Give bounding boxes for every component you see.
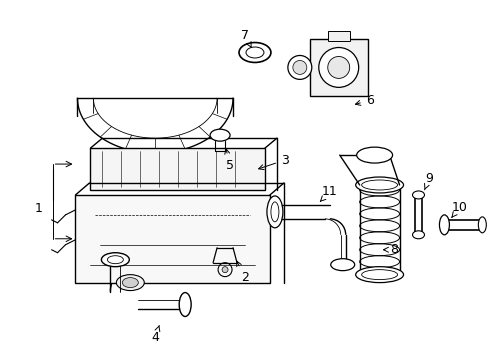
Ellipse shape [477,217,486,233]
Text: 5: 5 [224,149,234,172]
Ellipse shape [355,177,403,193]
Ellipse shape [412,191,424,199]
Ellipse shape [222,267,227,273]
Ellipse shape [318,48,358,87]
Ellipse shape [355,267,403,283]
Ellipse shape [412,231,424,239]
Text: 1: 1 [35,202,42,215]
Text: 11: 11 [320,185,337,201]
Text: 9: 9 [424,171,432,190]
Text: 3: 3 [258,154,288,170]
Ellipse shape [330,259,354,271]
Ellipse shape [210,129,229,141]
Ellipse shape [356,147,392,163]
Ellipse shape [266,196,283,228]
Text: 4: 4 [151,325,160,344]
Ellipse shape [122,278,138,288]
Text: 2: 2 [236,261,248,284]
Ellipse shape [292,60,306,75]
Ellipse shape [287,55,311,80]
Ellipse shape [439,215,448,235]
Text: 6: 6 [355,94,373,107]
Ellipse shape [101,253,129,267]
Bar [309,39,367,96]
Ellipse shape [239,42,270,62]
Ellipse shape [179,293,191,316]
Bar [75,195,269,283]
Bar [90,148,264,190]
Text: 10: 10 [450,201,467,217]
Ellipse shape [116,275,144,291]
Text: 8: 8 [383,243,398,256]
Bar [327,31,349,41]
Text: 7: 7 [241,29,251,48]
Ellipse shape [327,57,349,78]
